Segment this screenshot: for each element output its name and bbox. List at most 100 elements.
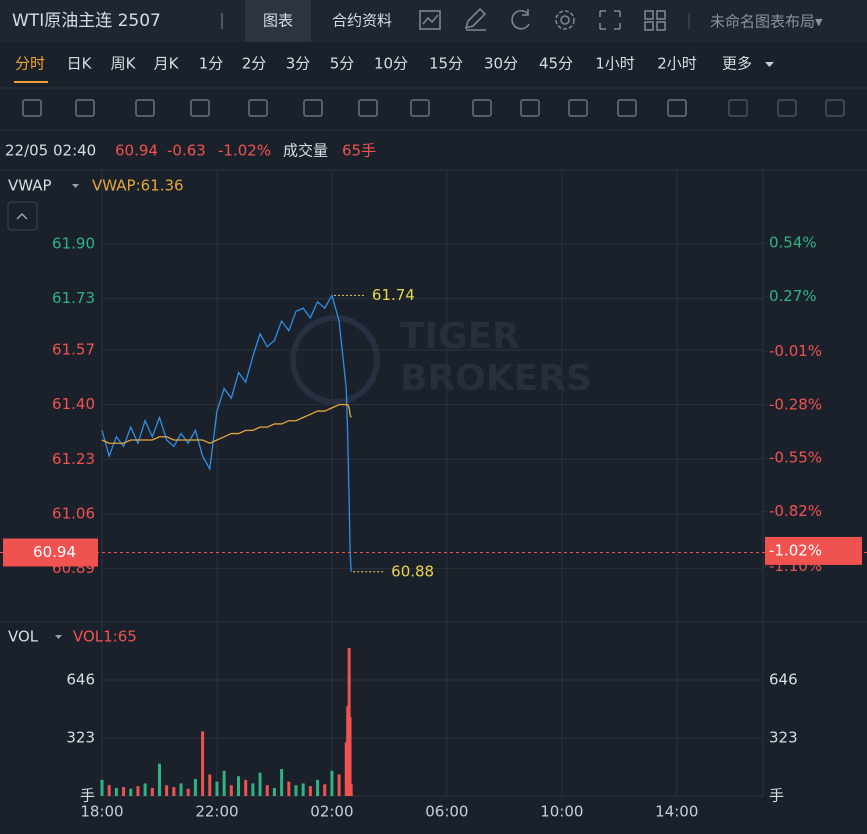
chevron [16,212,28,220]
volume-bar [208,774,212,796]
volume-bar [294,785,298,796]
volume-bar [114,787,118,796]
y-tick-label: 61.40 [52,395,95,413]
quote-pct: -1.02% [218,142,271,160]
tool-icon[interactable] [472,99,492,117]
tool-icon[interactable] [617,99,637,117]
x-tick-label: 06:00 [425,803,468,821]
quote-volume: 65手 [342,142,376,160]
header-icons [419,7,666,31]
tool-icon[interactable] [410,99,430,117]
x-tick-label: 14:00 [655,803,698,821]
volume-bar [172,787,176,796]
indicator[interactable]: VOL [8,628,39,646]
watermark: TIGER [400,316,520,357]
tool-icon[interactable] [75,99,95,117]
volume-bar [122,787,126,796]
period[interactable]: 日K [67,55,93,73]
x-tick-label: 02:00 [310,803,353,821]
y2-tick-label: -0.82% [769,502,822,520]
icon[interactable] [464,7,487,31]
period[interactable]: 5分 [330,55,355,73]
tool-icon[interactable] [520,99,540,117]
y-tick-label: 61.57 [52,341,95,359]
volume-bar [287,781,291,796]
y-tick-label: 手 [80,787,95,805]
tool-icon[interactable] [190,99,210,117]
volume-bar [337,774,341,796]
y2-tick-label: -0.01% [769,342,822,360]
x-tick-label: 10:00 [540,803,583,821]
tool-icon[interactable] [667,99,687,117]
period[interactable]: 3分 [286,55,311,73]
period[interactable]: 2分 [242,55,267,73]
period[interactable]: 1分 [199,55,224,73]
volume-bar [157,763,161,796]
indicator[interactable]: VWAP [8,177,52,195]
volume-bar [348,716,352,796]
period[interactable]: 2小时 [657,55,697,73]
y2-tick-label: -0.55% [769,449,822,467]
y-tick-label: 61.06 [52,504,95,522]
volume-bar [308,786,312,796]
period[interactable]: 30分 [484,55,518,73]
volume-bar [301,783,305,796]
y2-tick-label: -0.28% [769,395,822,413]
tool-icon[interactable] [22,99,42,117]
period[interactable]: 月K [154,55,180,73]
last-pct-box [765,536,862,565]
icon[interactable] [599,10,621,30]
y-tick-label: 646 [66,671,95,689]
volume-bar [201,731,205,796]
period[interactable]: 1小时 [595,55,635,73]
period[interactable]: 周K [111,55,137,73]
tab[interactable]: 合约资料 [332,12,392,30]
x-tick-label: 18:00 [80,803,123,821]
icon[interactable] [644,10,654,20]
volume-bar [100,779,104,796]
last-pct: -1.02% [769,541,822,559]
period[interactable]: 分时 [15,55,45,73]
tool-icon[interactable] [135,99,155,117]
volume-bar [193,778,197,796]
more-arrow [765,62,774,67]
y2-tick-label: 0.27% [769,287,817,305]
period[interactable]: 10分 [374,55,408,73]
y-tick-label: 323 [66,729,95,747]
tool-icon[interactable] [358,99,378,117]
tool-icon[interactable] [568,99,588,117]
legend: VOL1:65 [73,628,137,646]
volume-bar [129,788,133,796]
period[interactable]: 15分 [429,55,463,73]
period[interactable]: 45分 [539,55,573,73]
icon[interactable] [560,15,570,25]
y-tick-label: 61.90 [52,234,95,252]
tool-icon[interactable] [777,99,797,117]
collapse-button[interactable] [7,201,38,231]
legend: VWAP:61.36 [92,177,184,195]
tool-icon[interactable] [248,99,268,117]
y2-tick-label: 646 [769,671,798,689]
volume-bar [272,787,276,796]
icon[interactable] [419,10,441,30]
drawing-toolbar [22,99,845,117]
icon[interactable] [511,9,530,30]
volume-bar [222,770,226,796]
tool-icon[interactable] [728,99,748,117]
period[interactable]: 更多 [722,55,752,73]
price-line [101,293,352,572]
tab[interactable]: 图表 [263,12,293,30]
volume-bar [165,785,169,796]
volume-bar [316,779,320,796]
layout-menu[interactable]: 未命名图表布局▾ [710,13,823,31]
y2-tick-label: 0.54% [769,234,817,252]
volume-bar [186,788,190,796]
symbol[interactable]: WTI原油主连 2507 [12,11,161,31]
volume-bar [330,770,334,796]
tool-icon[interactable] [303,99,323,117]
tool-icon[interactable] [825,99,845,117]
vwap-line [101,403,352,444]
volume-bar [265,785,269,796]
